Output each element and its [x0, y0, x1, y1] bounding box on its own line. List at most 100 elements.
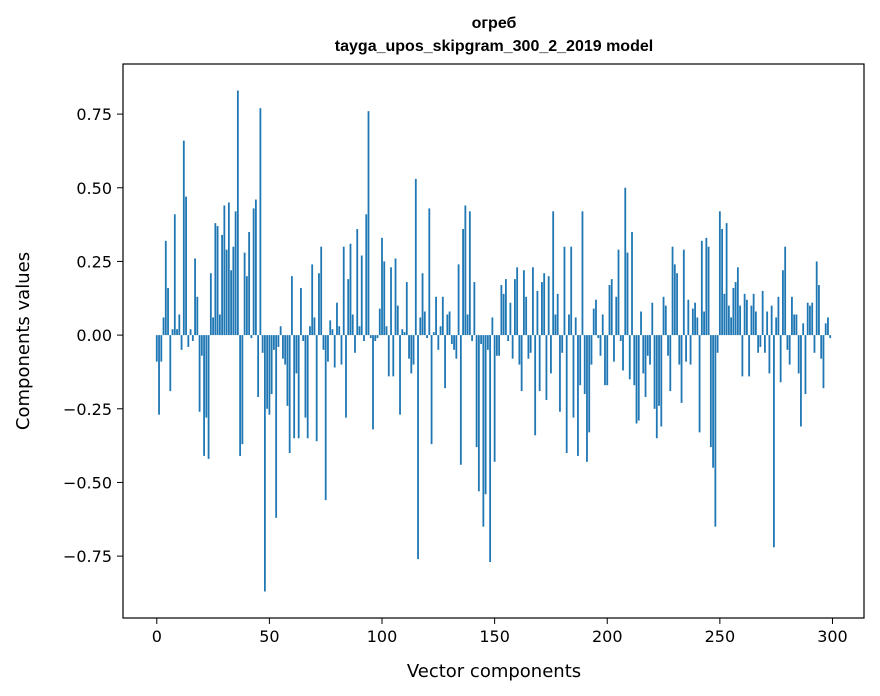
bar-115 [414, 178, 417, 336]
bar-183 [568, 314, 570, 336]
bar-246 [709, 335, 712, 448]
bar-24 [209, 273, 212, 336]
bar-60 [291, 276, 293, 336]
bar-269 [761, 290, 764, 336]
bar-201 [608, 285, 611, 336]
bar-257 [734, 282, 737, 336]
bar-195 [595, 299, 597, 336]
bar-236 [687, 299, 690, 336]
bar-56 [282, 335, 284, 359]
bar-71 [315, 335, 318, 442]
bar-215 [640, 311, 642, 336]
bar-135 [459, 335, 462, 465]
bar-163 [523, 270, 525, 336]
bar-282 [791, 296, 793, 336]
bar-232 [678, 335, 681, 365]
bar-61 [293, 335, 296, 439]
bar-286 [800, 335, 802, 427]
bar-134 [457, 264, 460, 336]
bar-109 [401, 329, 404, 336]
bar-175 [550, 335, 552, 374]
bar-287 [802, 323, 805, 336]
bar-94 [367, 111, 370, 336]
bar-30 [223, 205, 226, 336]
bar-158 [511, 335, 514, 359]
bar-262 [745, 299, 748, 336]
bar-32 [227, 202, 230, 336]
bar-85 [347, 279, 350, 336]
bar-18 [196, 296, 199, 336]
bar-38 [241, 335, 244, 445]
bar-80 [336, 302, 338, 336]
x-tick-label: 50 [259, 627, 279, 646]
bar-233 [680, 335, 683, 403]
bar-63 [297, 335, 300, 439]
y-axis-label: Components values [13, 252, 34, 430]
bar-272 [768, 335, 771, 374]
bar-251 [721, 229, 724, 336]
bar-77 [329, 320, 332, 336]
bar-177 [554, 314, 557, 336]
bar-161 [518, 335, 521, 365]
bar-223 [658, 335, 660, 406]
bar-90 [358, 326, 361, 336]
bar-75 [324, 335, 327, 501]
bar-152 [498, 335, 501, 356]
bar-267 [757, 335, 760, 353]
bar-212 [633, 335, 636, 386]
bar-144 [480, 335, 483, 344]
x-axis: 0 50 100 150 200 250 300 [152, 618, 848, 646]
bar-35 [234, 211, 237, 336]
bar-234 [682, 249, 685, 336]
bar-65 [302, 335, 305, 341]
bar-29 [221, 234, 223, 336]
bar-194 [592, 308, 595, 336]
bar-250 [718, 211, 721, 336]
bar-98 [376, 335, 379, 339]
bar-293 [815, 261, 818, 336]
bar-260 [741, 335, 744, 377]
bar-214 [637, 335, 640, 421]
bar-93 [365, 214, 368, 336]
bar-231 [676, 273, 678, 336]
bar-5 [167, 287, 169, 336]
bar-89 [356, 229, 359, 336]
bar-146 [484, 335, 487, 495]
bar-136 [462, 229, 464, 336]
bar-275 [775, 317, 778, 336]
bar-170 [538, 335, 541, 392]
y-tick-label: 0.00 [76, 326, 112, 345]
bar-52 [273, 335, 275, 350]
bar-204 [615, 296, 618, 336]
bar-256 [732, 287, 735, 336]
bar-62 [295, 335, 298, 374]
bar-83 [342, 246, 345, 336]
bar-27 [216, 226, 219, 336]
bar-222 [655, 335, 658, 439]
bar-174 [547, 276, 550, 336]
x-tick-label: 250 [705, 627, 736, 646]
bar-1 [158, 335, 160, 415]
bar-193 [590, 335, 593, 365]
bar-296 [822, 335, 825, 389]
bar-160 [516, 267, 519, 336]
bar-259 [739, 305, 742, 336]
bar-258 [736, 267, 739, 336]
bar-173 [545, 335, 548, 400]
bar-290 [809, 305, 811, 336]
bar-107 [396, 305, 399, 336]
bar-179 [559, 335, 561, 412]
bar-217 [644, 335, 647, 397]
bar-155 [504, 279, 507, 336]
bar-209 [626, 252, 629, 336]
bar-37 [239, 335, 242, 456]
bar-48 [263, 335, 266, 592]
bar-113 [410, 335, 413, 374]
x-axis-label: Vector components [407, 661, 581, 682]
bar-73 [320, 246, 323, 336]
bar-266 [754, 311, 757, 336]
bar-235 [685, 335, 687, 362]
bar-103 [387, 335, 390, 377]
bar-197 [599, 335, 602, 356]
bar-112 [408, 335, 410, 359]
